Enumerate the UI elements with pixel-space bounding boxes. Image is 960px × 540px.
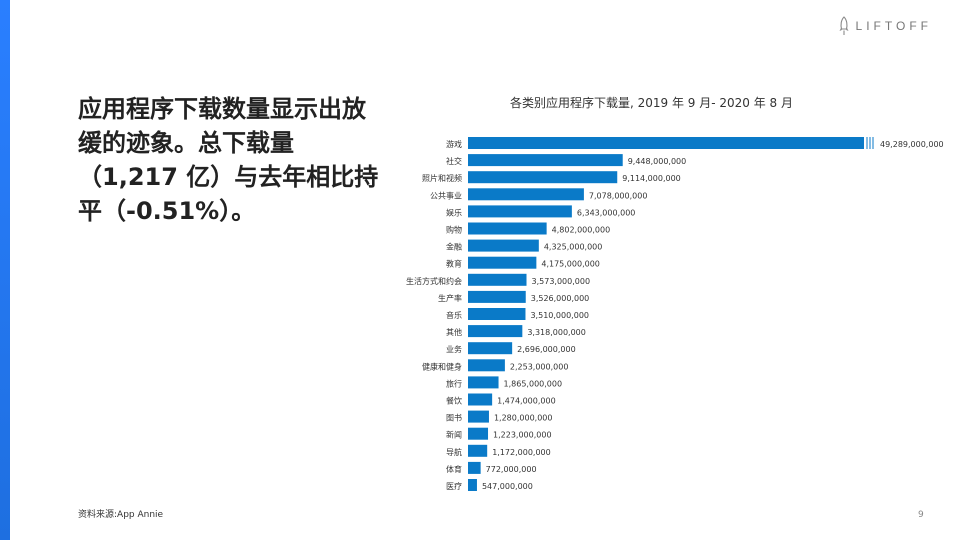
- category-label: 社交: [446, 156, 462, 166]
- category-label: 导航: [446, 447, 462, 457]
- headline: 应用程序下载数量显示出放缓的迹象。总下载量（1,217 亿）与去年相比持平（-0…: [78, 95, 379, 225]
- value-label: 4,802,000,000: [552, 226, 611, 235]
- category-label: 业务: [446, 344, 462, 354]
- bar: [468, 188, 584, 201]
- value-label: 1,172,000,000: [492, 448, 551, 457]
- bar: [468, 239, 539, 252]
- category-label: 金融: [446, 242, 462, 252]
- value-label: 2,253,000,000: [510, 362, 569, 371]
- bar: [468, 325, 523, 338]
- category-label: 生活方式和约会: [406, 276, 462, 286]
- bar: [468, 410, 489, 423]
- source-note: 资料来源:App Annie: [78, 510, 164, 520]
- category-label: 音乐: [446, 310, 462, 320]
- category-label: 图书: [446, 413, 462, 423]
- value-label: 3,318,000,000: [527, 328, 586, 337]
- bar: [468, 222, 547, 235]
- bar: [468, 393, 493, 406]
- bar: [468, 290, 526, 303]
- value-label: 3,526,000,000: [531, 294, 590, 303]
- bar: [468, 154, 623, 167]
- chart-title: 各类别应用程序下载量, 2019 年 9 月- 2020 年 8 月: [510, 96, 794, 110]
- value-label: 4,325,000,000: [544, 243, 603, 252]
- rocket-icon: [838, 16, 850, 36]
- category-label: 公共事业: [430, 190, 462, 200]
- logo: LIFTOFF: [838, 16, 932, 36]
- category-label: 餐饮: [446, 396, 462, 406]
- category-label: 其他: [446, 327, 462, 337]
- value-label: 3,573,000,000: [532, 277, 591, 286]
- bar: [468, 137, 864, 149]
- category-label: 娱乐: [446, 207, 462, 217]
- value-label: 1,865,000,000: [504, 379, 563, 388]
- category-label: 旅行: [446, 378, 462, 388]
- category-label: 购物: [446, 225, 462, 235]
- category-label: 健康和健身: [422, 361, 462, 371]
- bar: [468, 273, 527, 286]
- value-label: 9,448,000,000: [628, 157, 687, 166]
- value-label: 3,510,000,000: [530, 311, 589, 320]
- bar: [468, 479, 477, 491]
- value-label: 2,696,000,000: [517, 345, 576, 354]
- bar: [468, 256, 537, 269]
- bar: [468, 205, 572, 218]
- bar: [468, 342, 513, 355]
- bar: [468, 308, 526, 320]
- bar: [468, 427, 489, 440]
- category-label: 新闻: [446, 430, 462, 440]
- value-label: 1,280,000,000: [494, 414, 553, 423]
- category-label: 生产率: [438, 293, 462, 303]
- value-label: 7,078,000,000: [589, 191, 648, 200]
- category-label: 教育: [446, 259, 462, 269]
- value-label: 1,474,000,000: [497, 397, 556, 406]
- bar-chart: 游戏 49,289,000,000 社交 9,448,000,000 照片和视频 9,11…: [406, 137, 944, 491]
- logo-text: LIFTOFF: [855, 19, 932, 33]
- value-label: 4,175,000,000: [541, 260, 600, 269]
- category-label: 体育: [446, 464, 462, 474]
- bar: [468, 171, 618, 184]
- category-label: 游戏: [446, 139, 462, 149]
- category-label: 医疗: [446, 481, 462, 491]
- value-label: 9,114,000,000: [622, 174, 681, 183]
- bar: [468, 444, 488, 457]
- bar: [468, 376, 499, 389]
- bar: [468, 461, 481, 474]
- page-number: 9: [918, 510, 924, 520]
- value-label: 547,000,000: [482, 482, 533, 491]
- value-label: 772,000,000: [486, 465, 537, 474]
- left-accent-strip: [0, 0, 10, 540]
- value-label: 49,289,000,000: [880, 140, 944, 149]
- bar: [468, 359, 505, 372]
- value-label: 6,343,000,000: [577, 208, 636, 217]
- value-label: 1,223,000,000: [493, 431, 552, 440]
- category-label: 照片和视频: [422, 173, 462, 183]
